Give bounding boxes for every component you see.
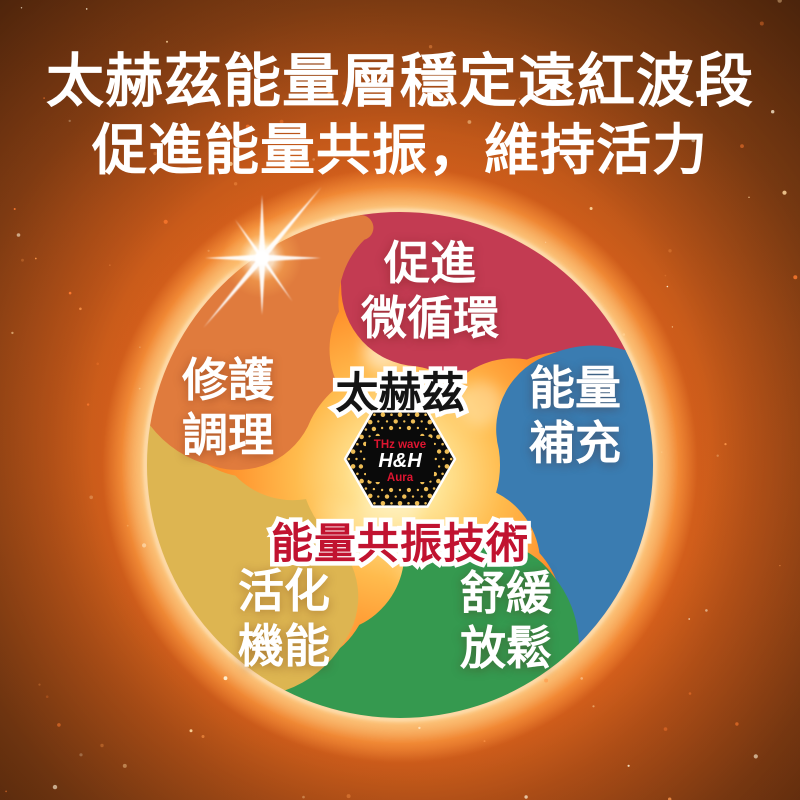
segment-label-line: 機能 <box>238 620 330 672</box>
segment-label-line: 放鬆 <box>460 622 552 674</box>
hexagon-text-backdrop <box>366 436 434 482</box>
segment-label-line: 補充 <box>529 417 621 469</box>
segment-label-line: 促進 <box>384 236 476 289</box>
segment-energy-replenishment <box>496 345 654 647</box>
segment-label-repair-conditioning: 修護 調理 <box>182 353 274 463</box>
rim-glow-outer <box>137 202 663 728</box>
badge-text-aura: Aura <box>387 472 414 484</box>
segment-label-activate-functions: 活化 機能 <box>238 564 330 674</box>
segment-repair-conditioning <box>150 215 374 470</box>
segment-label-line: 能量 <box>529 361 621 414</box>
technology-label-outline: 能量共振技術 <box>266 516 532 572</box>
center-title-fill: 太赫茲 <box>335 370 465 418</box>
segment-activate-functions <box>146 416 359 691</box>
badge-text-hh-logo: H&H <box>378 450 422 472</box>
header: 太赫茲能量層穩定遠紅波段 促進能量共振，維持活力 <box>0 49 800 181</box>
flare-rays <box>203 186 322 328</box>
technology-label-fill: 能量共振技術 <box>270 520 529 567</box>
segment-label-line: 修護 <box>182 353 274 406</box>
title-line-1: 太赫茲能量層穩定遠紅波段 <box>45 49 754 114</box>
segment-label-line: 舒緩 <box>460 566 552 619</box>
rim-glow-inner <box>144 209 656 721</box>
badge-text-thz-wave: THz wave <box>374 439 426 451</box>
segment-promote-microcirculation <box>340 211 627 383</box>
technology-label: 能量共振技術 能量共振技術 <box>0 510 800 572</box>
thz-hexagon-badge: THz wave H&H Aura <box>343 410 457 508</box>
flare-core <box>255 251 269 265</box>
segment-label-line: 微循環 <box>361 292 499 344</box>
segment-label-energy-replenishment: 能量 補充 <box>529 361 621 471</box>
title-line-2: 促進能量共振，維持活力 <box>91 118 708 181</box>
segment-label-line: 活化 <box>238 564 330 617</box>
segment-soothe-relax <box>279 541 579 719</box>
wheel-segments <box>146 211 654 719</box>
segment-label-soothe-relax: 舒緩 放鬆 <box>460 566 552 676</box>
lens-flare-star <box>203 186 322 328</box>
segment-label-promote-microcirculation: 促進 微循環 <box>361 236 499 346</box>
segment-label-line: 調理 <box>182 409 274 461</box>
